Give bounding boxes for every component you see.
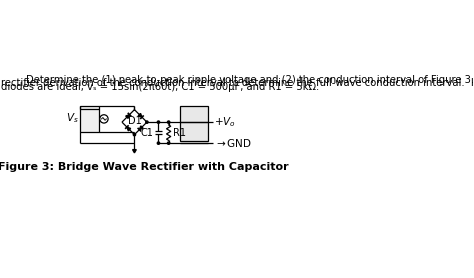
Circle shape bbox=[100, 115, 108, 123]
Bar bbox=[80, 106, 100, 131]
Bar bbox=[180, 106, 208, 141]
Polygon shape bbox=[127, 127, 131, 131]
Circle shape bbox=[167, 142, 170, 144]
Text: $+V_o$: $+V_o$ bbox=[214, 115, 236, 129]
Text: diodes are ideal, vₛ = 15sin(2π60t), C1 = 500μF, and R1 = 5kΩ.: diodes are ideal, vₛ = 15sin(2π60t), C1 … bbox=[1, 82, 319, 92]
Circle shape bbox=[167, 121, 170, 123]
Polygon shape bbox=[138, 113, 142, 117]
Text: D1: D1 bbox=[128, 116, 142, 126]
Text: Determine the (1) peak-to-peak ripple voltage and (2) the conduction interval of: Determine the (1) peak-to-peak ripple vo… bbox=[1, 75, 474, 85]
Text: $V_s$: $V_s$ bbox=[66, 111, 79, 125]
Circle shape bbox=[157, 121, 160, 123]
Circle shape bbox=[157, 142, 160, 144]
Polygon shape bbox=[139, 126, 143, 130]
Circle shape bbox=[133, 133, 136, 136]
Polygon shape bbox=[133, 150, 137, 153]
Circle shape bbox=[146, 121, 148, 123]
Text: R1: R1 bbox=[173, 128, 185, 138]
Polygon shape bbox=[126, 115, 129, 118]
Text: Figure 3: Bridge Wave Rectifier with Capacitor: Figure 3: Bridge Wave Rectifier with Cap… bbox=[0, 162, 289, 172]
Text: rectifier derivation of the conduction interval to determine the full-wave condu: rectifier derivation of the conduction i… bbox=[1, 78, 474, 88]
Text: $\rightarrow$GND: $\rightarrow$GND bbox=[214, 137, 252, 149]
Text: C1: C1 bbox=[141, 128, 154, 138]
